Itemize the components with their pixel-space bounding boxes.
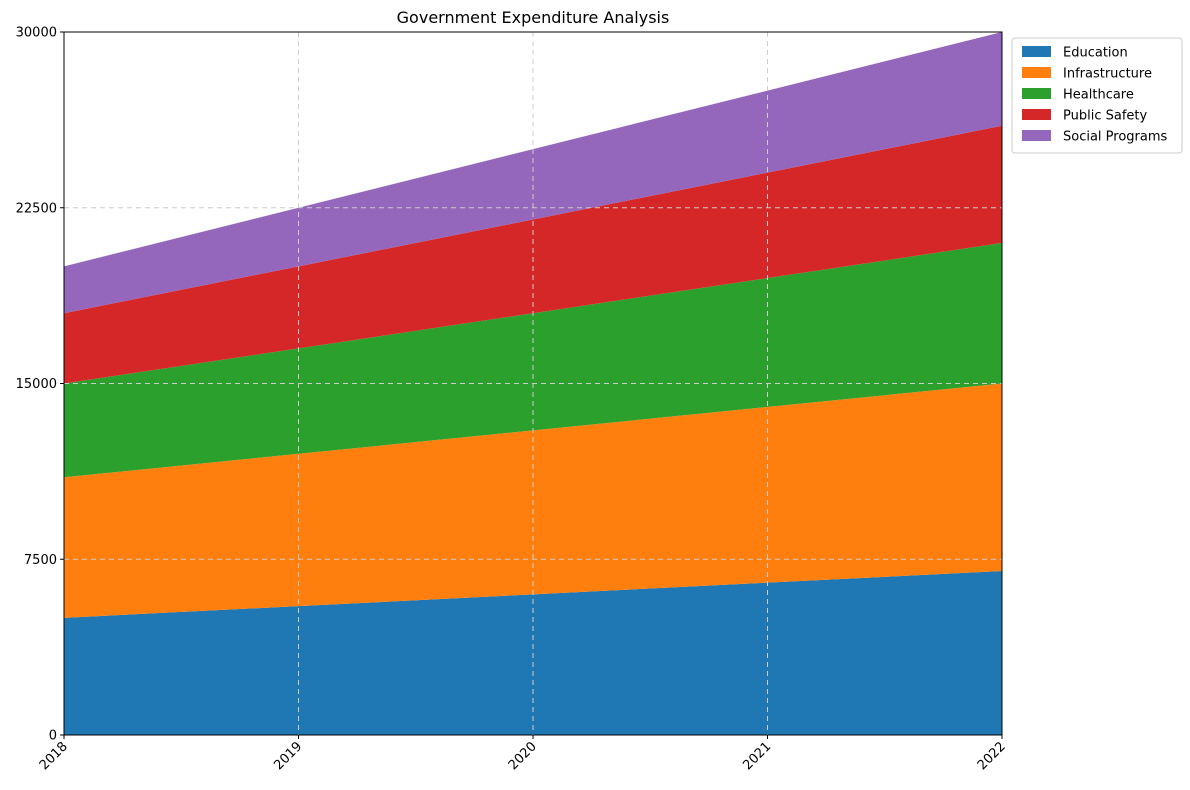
legend-label: Healthcare	[1063, 88, 1134, 103]
legend: Education Infrastructure Healthcare Public …	[1011, 37, 1183, 154]
area-series-public-safety	[64, 125, 1002, 384]
y-tick-label: 30000	[16, 26, 57, 41]
legend-box	[1011, 37, 1183, 154]
x-tick-label: 2020	[506, 739, 540, 773]
legend-label: Public Safety	[1063, 109, 1147, 124]
legend-label: Infrastructure	[1063, 67, 1152, 82]
legend-swatch	[1022, 88, 1051, 99]
legend-swatch	[1022, 46, 1051, 57]
legend-swatch	[1022, 109, 1051, 120]
chart-title: Government Expenditure Analysis	[397, 8, 670, 27]
y-tick-label: 22500	[16, 201, 57, 216]
x-tick-label: 2019	[271, 739, 305, 773]
x-tick-label: 2021	[740, 739, 774, 773]
y-tick-label: 0	[49, 729, 57, 744]
legend-swatch	[1022, 67, 1051, 78]
x-tick-label: 2018	[37, 739, 71, 773]
legend-label: Social Programs	[1063, 130, 1168, 145]
y-tick-label: 7500	[24, 553, 57, 568]
legend-swatch	[1022, 130, 1051, 141]
y-tick-label: 15000	[16, 377, 57, 392]
x-tick-label: 2022	[975, 739, 1009, 773]
legend-label: Education	[1063, 46, 1128, 61]
